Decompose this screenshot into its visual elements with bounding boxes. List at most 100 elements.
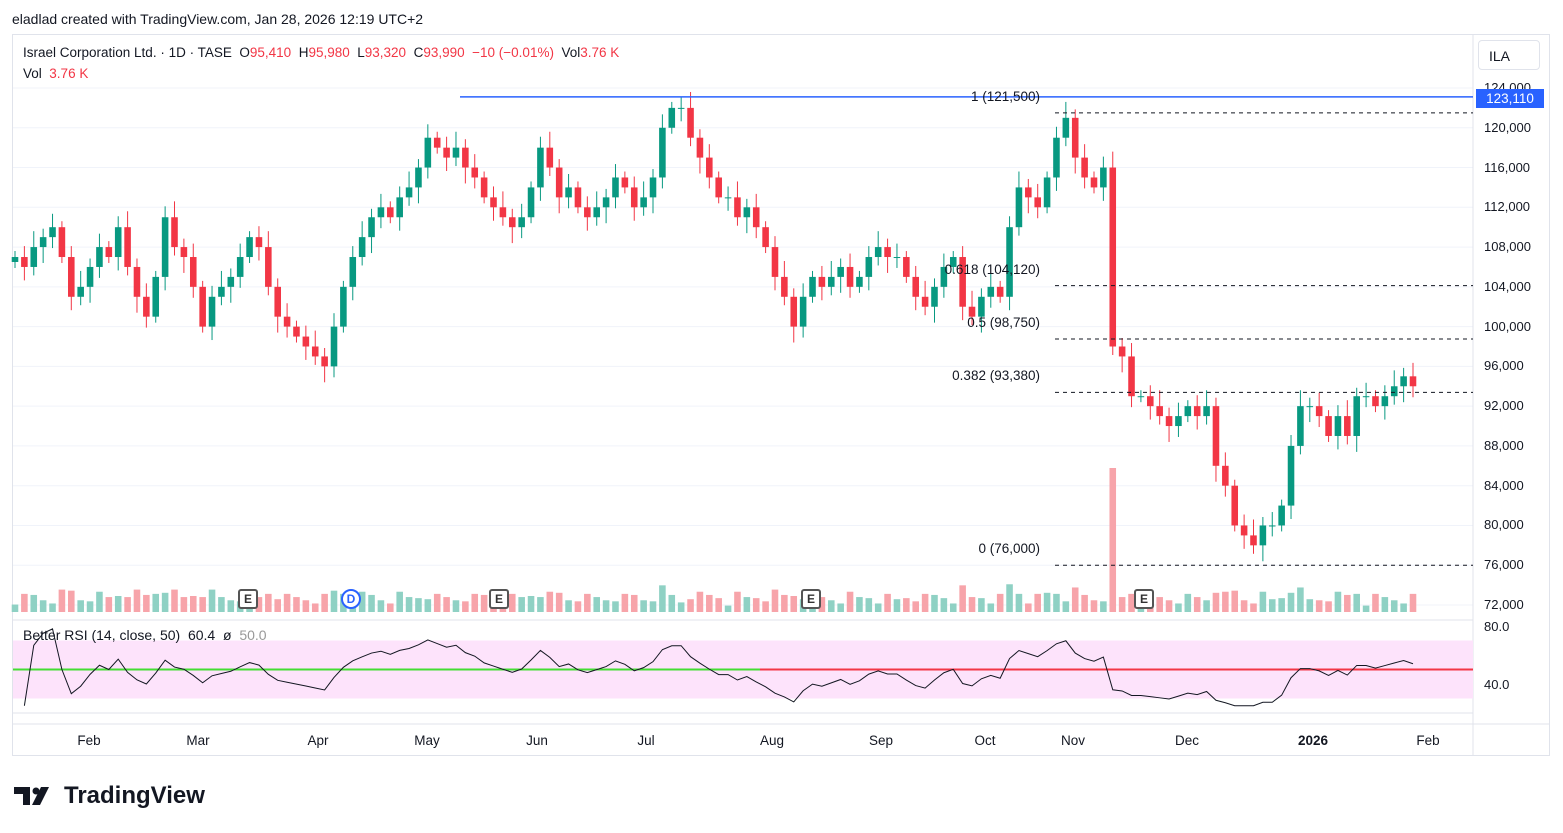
volume-bar [537,597,544,612]
volume-bar [1297,587,1304,612]
price-tick: 104,000 [1484,278,1531,294]
candle-body [1118,346,1126,357]
candle-body [265,247,272,287]
time-tick: Mar [186,733,210,748]
price-tick: 88,000 [1484,437,1524,453]
price-tick: 96,000 [1484,358,1524,374]
candle-body [696,137,704,158]
candle-body [846,266,854,287]
volume-bar [546,591,554,612]
candle-body [114,227,122,258]
high-label: H [298,45,309,60]
candle-body [1390,386,1398,397]
candle-body [1156,406,1163,417]
volume-bar [1081,594,1088,612]
volume-bar [555,592,563,612]
candle-body [687,107,694,138]
volume-bar [152,593,160,612]
candle-body [405,187,413,198]
volume-bar [640,600,647,612]
volume-bar [396,591,403,612]
candle-body [837,266,844,277]
candle-body [555,167,563,198]
vol-indicator-label[interactable]: Vol [23,66,42,81]
volume-bar [443,597,450,612]
volume-bar [433,593,441,612]
candle-body [86,266,94,287]
symbol-name[interactable]: Israel Corporation Ltd. · 1D · TASE [23,45,232,60]
currency-button[interactable]: ILA [1478,40,1540,70]
candle-body [236,257,244,277]
candle-body [565,187,572,198]
candle-body [508,217,516,228]
candle-body [490,197,497,208]
volume-bar [1259,591,1267,612]
candle-body [424,137,432,168]
candle-body [1100,167,1107,188]
volume-bar [368,594,375,612]
earnings-marker[interactable]: E [489,589,509,609]
candle-body [912,276,920,297]
volume-bar [11,604,19,612]
candle-body [659,127,666,178]
volume-bar [1250,603,1257,612]
candle-body [1259,525,1267,546]
candle-body [293,326,300,337]
volume-bar [1175,603,1182,612]
candle-body [246,237,253,258]
candle-body [58,227,66,258]
volume-bar [330,590,338,612]
volume-bar [1015,593,1023,612]
time-tick: Oct [974,733,996,748]
candle-body [856,276,863,287]
candle-body [884,247,891,258]
candle-body [1409,376,1417,387]
tradingview-logo[interactable]: TradingView [14,782,205,810]
earnings-marker[interactable]: E [238,589,258,609]
volume-bar [856,597,863,612]
candle-body [1081,157,1088,178]
time-tick: Feb [1416,733,1440,748]
volume-bar [818,597,826,612]
volume-bar [21,593,28,612]
volume-bar [724,605,732,612]
volume-bar [996,593,1004,612]
candle-body [1006,227,1013,297]
candle-body [677,107,685,109]
price-tick: 92,000 [1484,398,1524,414]
candle-body [1381,396,1389,407]
volume-bar [1381,597,1389,612]
rsi-name[interactable]: Better RSI (14, close, 50) [23,627,181,643]
volume-bar [1090,600,1098,612]
candle-body [762,227,769,248]
candle-body [199,286,206,327]
candle-body [433,137,441,148]
earnings-marker[interactable]: E [801,589,821,609]
low-value: 93,320 [364,45,407,60]
volume-bar [377,600,385,612]
earnings-marker[interactable]: E [1134,589,1154,609]
candle-body [1222,465,1229,486]
volume-bar [114,596,122,612]
candle-body [809,276,816,297]
candle-body [1372,396,1379,407]
volume-bar [612,601,619,612]
rsi-line [23,628,1414,707]
volume-bar [161,592,169,612]
volume-bar [1193,597,1201,612]
volume-bar [452,600,460,612]
candle-body [274,286,281,317]
volume-bar [105,597,113,612]
candle-body [1212,406,1220,466]
candle-body [874,247,882,258]
candle-body [152,276,160,317]
volume-bar [1034,593,1041,612]
fib-level-label: 1 (121,500) [970,88,1040,104]
price-tick: 112,000 [1484,199,1531,215]
volume-bar [68,590,75,612]
volume-bar [415,598,422,612]
dividend-marker[interactable]: D [341,589,361,609]
volume-bar [893,599,901,612]
symbol-legend: Israel Corporation Ltd. · 1D · TASE O95,… [23,45,619,60]
